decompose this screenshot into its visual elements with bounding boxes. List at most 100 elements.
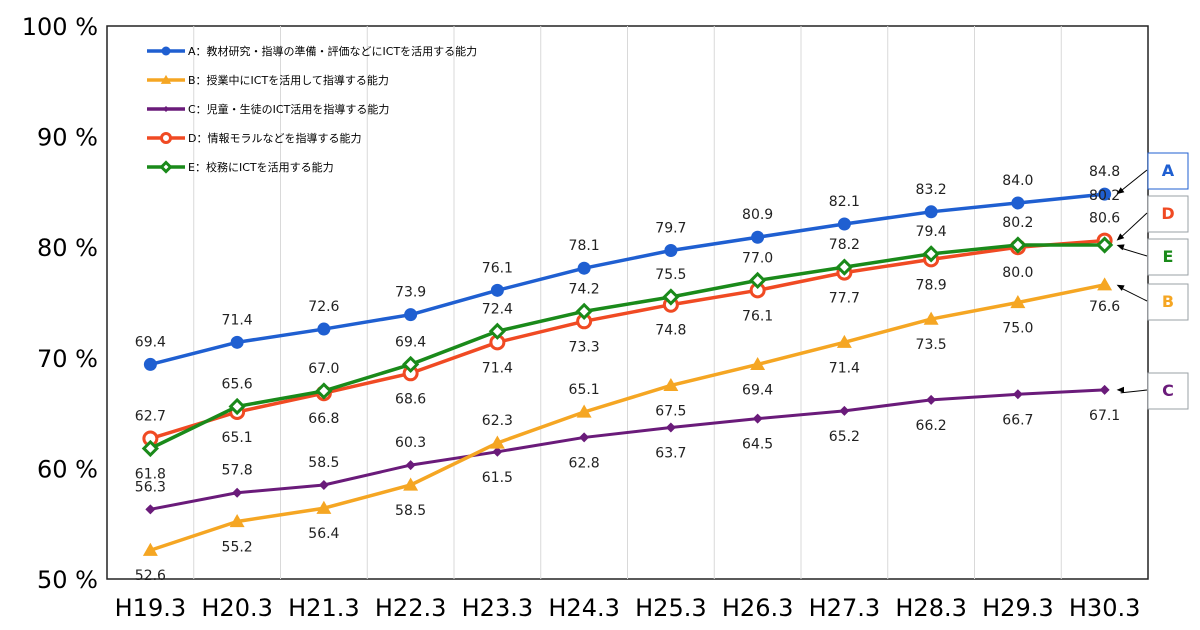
- data-point: [405, 460, 416, 471]
- legend-label: D：情報モラルなどを指導する能力: [188, 131, 361, 145]
- series-c: [145, 384, 1110, 515]
- data-point: [490, 283, 504, 297]
- legend-marker: [159, 160, 173, 174]
- legend-marker: [161, 46, 171, 56]
- data-label: 80.6: [1089, 211, 1120, 227]
- x-tick-label: H24.3: [548, 594, 619, 622]
- data-point: [837, 217, 851, 231]
- end-tag-b: B: [1116, 283, 1189, 321]
- data-label: 77.0: [742, 250, 773, 266]
- data-label: 65.1: [222, 430, 253, 446]
- data-point: [836, 334, 852, 348]
- data-label: 61.8: [135, 466, 166, 482]
- x-tick-label: H28.3: [895, 594, 966, 622]
- data-label: 55.2: [222, 539, 253, 555]
- tag-arrow-head: [1116, 284, 1125, 291]
- x-axis: H19.3 H20.3 H21.3 H22.3 H23.3 H24.3 H25.3 H26.3…: [115, 594, 1141, 622]
- data-label: 65.2: [829, 429, 860, 445]
- series-line: [149, 238, 1105, 441]
- legend-label: B：授業中にICTを活用して指導する能力: [188, 73, 389, 87]
- end-tag-e: E: [1116, 238, 1189, 276]
- series-b: [142, 277, 1113, 556]
- data-label: 62.3: [482, 413, 513, 429]
- series-a: [143, 187, 1112, 371]
- end-tag-c: C: [1116, 372, 1189, 410]
- data-label: 67.1: [1089, 408, 1120, 424]
- tag-arrow-line: [1120, 247, 1148, 257]
- data-point: [318, 479, 329, 490]
- data-point: [835, 258, 853, 276]
- data-point: [1010, 295, 1026, 309]
- series-line: [149, 283, 1105, 552]
- data-label: 60.3: [395, 435, 426, 451]
- data-point: [749, 271, 767, 290]
- legend-label: C：児童・生徒のICT活用を指導する能力: [188, 102, 389, 116]
- y-tick-label: 60 %: [37, 455, 98, 483]
- data-point: [1011, 196, 1025, 210]
- data-label: 63.7: [655, 445, 686, 461]
- data-label: 78.9: [916, 277, 947, 293]
- data-point: [752, 413, 763, 424]
- legend-label: A：教材研究・指導の準備・評価などにICTを活用する能力: [188, 44, 477, 58]
- data-label: 84.8: [1089, 164, 1120, 180]
- tag-box: [1147, 283, 1189, 321]
- series-group: [141, 187, 1114, 556]
- data-label: 71.4: [829, 360, 860, 376]
- x-tick-label: H26.3: [722, 594, 793, 622]
- legend-item-d: D：情報モラルなどを指導する能力: [147, 131, 361, 145]
- series-line: [149, 192, 1105, 367]
- data-point: [404, 308, 418, 322]
- data-label: 80.2: [1089, 188, 1120, 204]
- tag-arrow-line: [1120, 212, 1148, 238]
- data-label: 57.8: [222, 463, 253, 479]
- data-label: 83.2: [916, 182, 947, 198]
- legend-marker: [160, 74, 172, 84]
- legend-label: E：校務にICTを活用する能力: [188, 160, 334, 174]
- data-label: 79.4: [916, 224, 947, 240]
- data-point: [1098, 187, 1112, 201]
- end-tag-a: A: [1116, 152, 1189, 195]
- y-tick-label: 100 %: [22, 13, 98, 41]
- data-label: 65.6: [222, 376, 253, 392]
- x-tick-label: H22.3: [375, 594, 446, 622]
- data-label: 80.9: [742, 207, 773, 223]
- data-point: [750, 356, 766, 371]
- x-tick-label: H19.3: [115, 594, 186, 622]
- legend-marker: [160, 132, 172, 144]
- data-point: [664, 244, 678, 258]
- data-label: 66.2: [916, 418, 947, 434]
- data-label: 52.6: [135, 568, 166, 584]
- data-point: [317, 322, 331, 336]
- x-tick-label: H25.3: [635, 594, 706, 622]
- data-label: 71.4: [482, 360, 513, 376]
- data-point: [575, 302, 593, 320]
- data-point: [1009, 236, 1027, 254]
- y-tick-label: 50 %: [37, 566, 98, 594]
- data-point: [315, 382, 333, 400]
- data-label: 72.4: [482, 301, 513, 317]
- data-point: [488, 322, 506, 340]
- data-point: [751, 230, 765, 244]
- data-point: [143, 357, 157, 371]
- data-label: 84.0: [1002, 173, 1033, 189]
- data-label: 73.5: [916, 337, 947, 353]
- y-tick-label: 70 %: [37, 345, 98, 373]
- tag-box: [1147, 152, 1189, 190]
- legend-item-a: A：教材研究・指導の準備・評価などにICTを活用する能力: [147, 44, 477, 58]
- data-label: 56.3: [135, 479, 166, 495]
- tag-box: [1147, 238, 1189, 276]
- data-point: [662, 288, 680, 306]
- data-point: [926, 394, 937, 405]
- end-tag-d: D: [1116, 195, 1189, 241]
- data-point: [579, 432, 590, 443]
- data-point: [1012, 389, 1023, 400]
- data-label: 75.5: [655, 267, 686, 283]
- data-label: 64.5: [742, 437, 773, 453]
- tag-arrow-line: [1120, 287, 1148, 302]
- data-point: [924, 205, 938, 219]
- data-label: 58.5: [395, 503, 426, 519]
- data-label: 66.7: [1002, 412, 1033, 428]
- data-point: [1096, 236, 1114, 254]
- y-tick-label: 90 %: [37, 124, 98, 152]
